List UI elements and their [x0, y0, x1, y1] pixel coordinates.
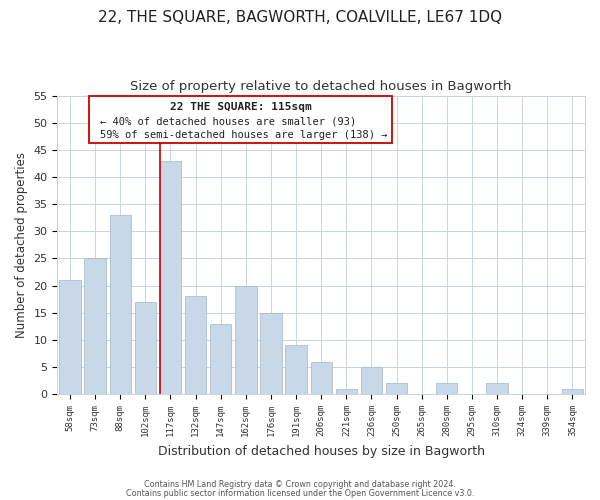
- Bar: [160, 160, 181, 394]
- Bar: [59, 280, 80, 394]
- Bar: [311, 362, 332, 394]
- Bar: [110, 215, 131, 394]
- FancyBboxPatch shape: [89, 96, 392, 144]
- Bar: [134, 302, 156, 394]
- Y-axis label: Number of detached properties: Number of detached properties: [15, 152, 28, 338]
- Bar: [85, 258, 106, 394]
- Title: Size of property relative to detached houses in Bagworth: Size of property relative to detached ho…: [130, 80, 512, 93]
- Bar: [562, 389, 583, 394]
- Bar: [335, 389, 357, 394]
- Bar: [386, 384, 407, 394]
- Text: 22, THE SQUARE, BAGWORTH, COALVILLE, LE67 1DQ: 22, THE SQUARE, BAGWORTH, COALVILLE, LE6…: [98, 10, 502, 25]
- Bar: [361, 367, 382, 394]
- Text: Contains HM Land Registry data © Crown copyright and database right 2024.: Contains HM Land Registry data © Crown c…: [144, 480, 456, 489]
- X-axis label: Distribution of detached houses by size in Bagworth: Distribution of detached houses by size …: [158, 444, 485, 458]
- Bar: [235, 286, 257, 394]
- Bar: [185, 296, 206, 394]
- Text: 59% of semi-detached houses are larger (138) →: 59% of semi-detached houses are larger (…: [100, 130, 387, 140]
- Text: 22 THE SQUARE: 115sqm: 22 THE SQUARE: 115sqm: [170, 102, 311, 112]
- Bar: [286, 346, 307, 394]
- Bar: [260, 312, 281, 394]
- Bar: [436, 384, 457, 394]
- Bar: [487, 384, 508, 394]
- Text: ← 40% of detached houses are smaller (93): ← 40% of detached houses are smaller (93…: [100, 116, 356, 126]
- Bar: [210, 324, 232, 394]
- Text: Contains public sector information licensed under the Open Government Licence v3: Contains public sector information licen…: [126, 489, 474, 498]
